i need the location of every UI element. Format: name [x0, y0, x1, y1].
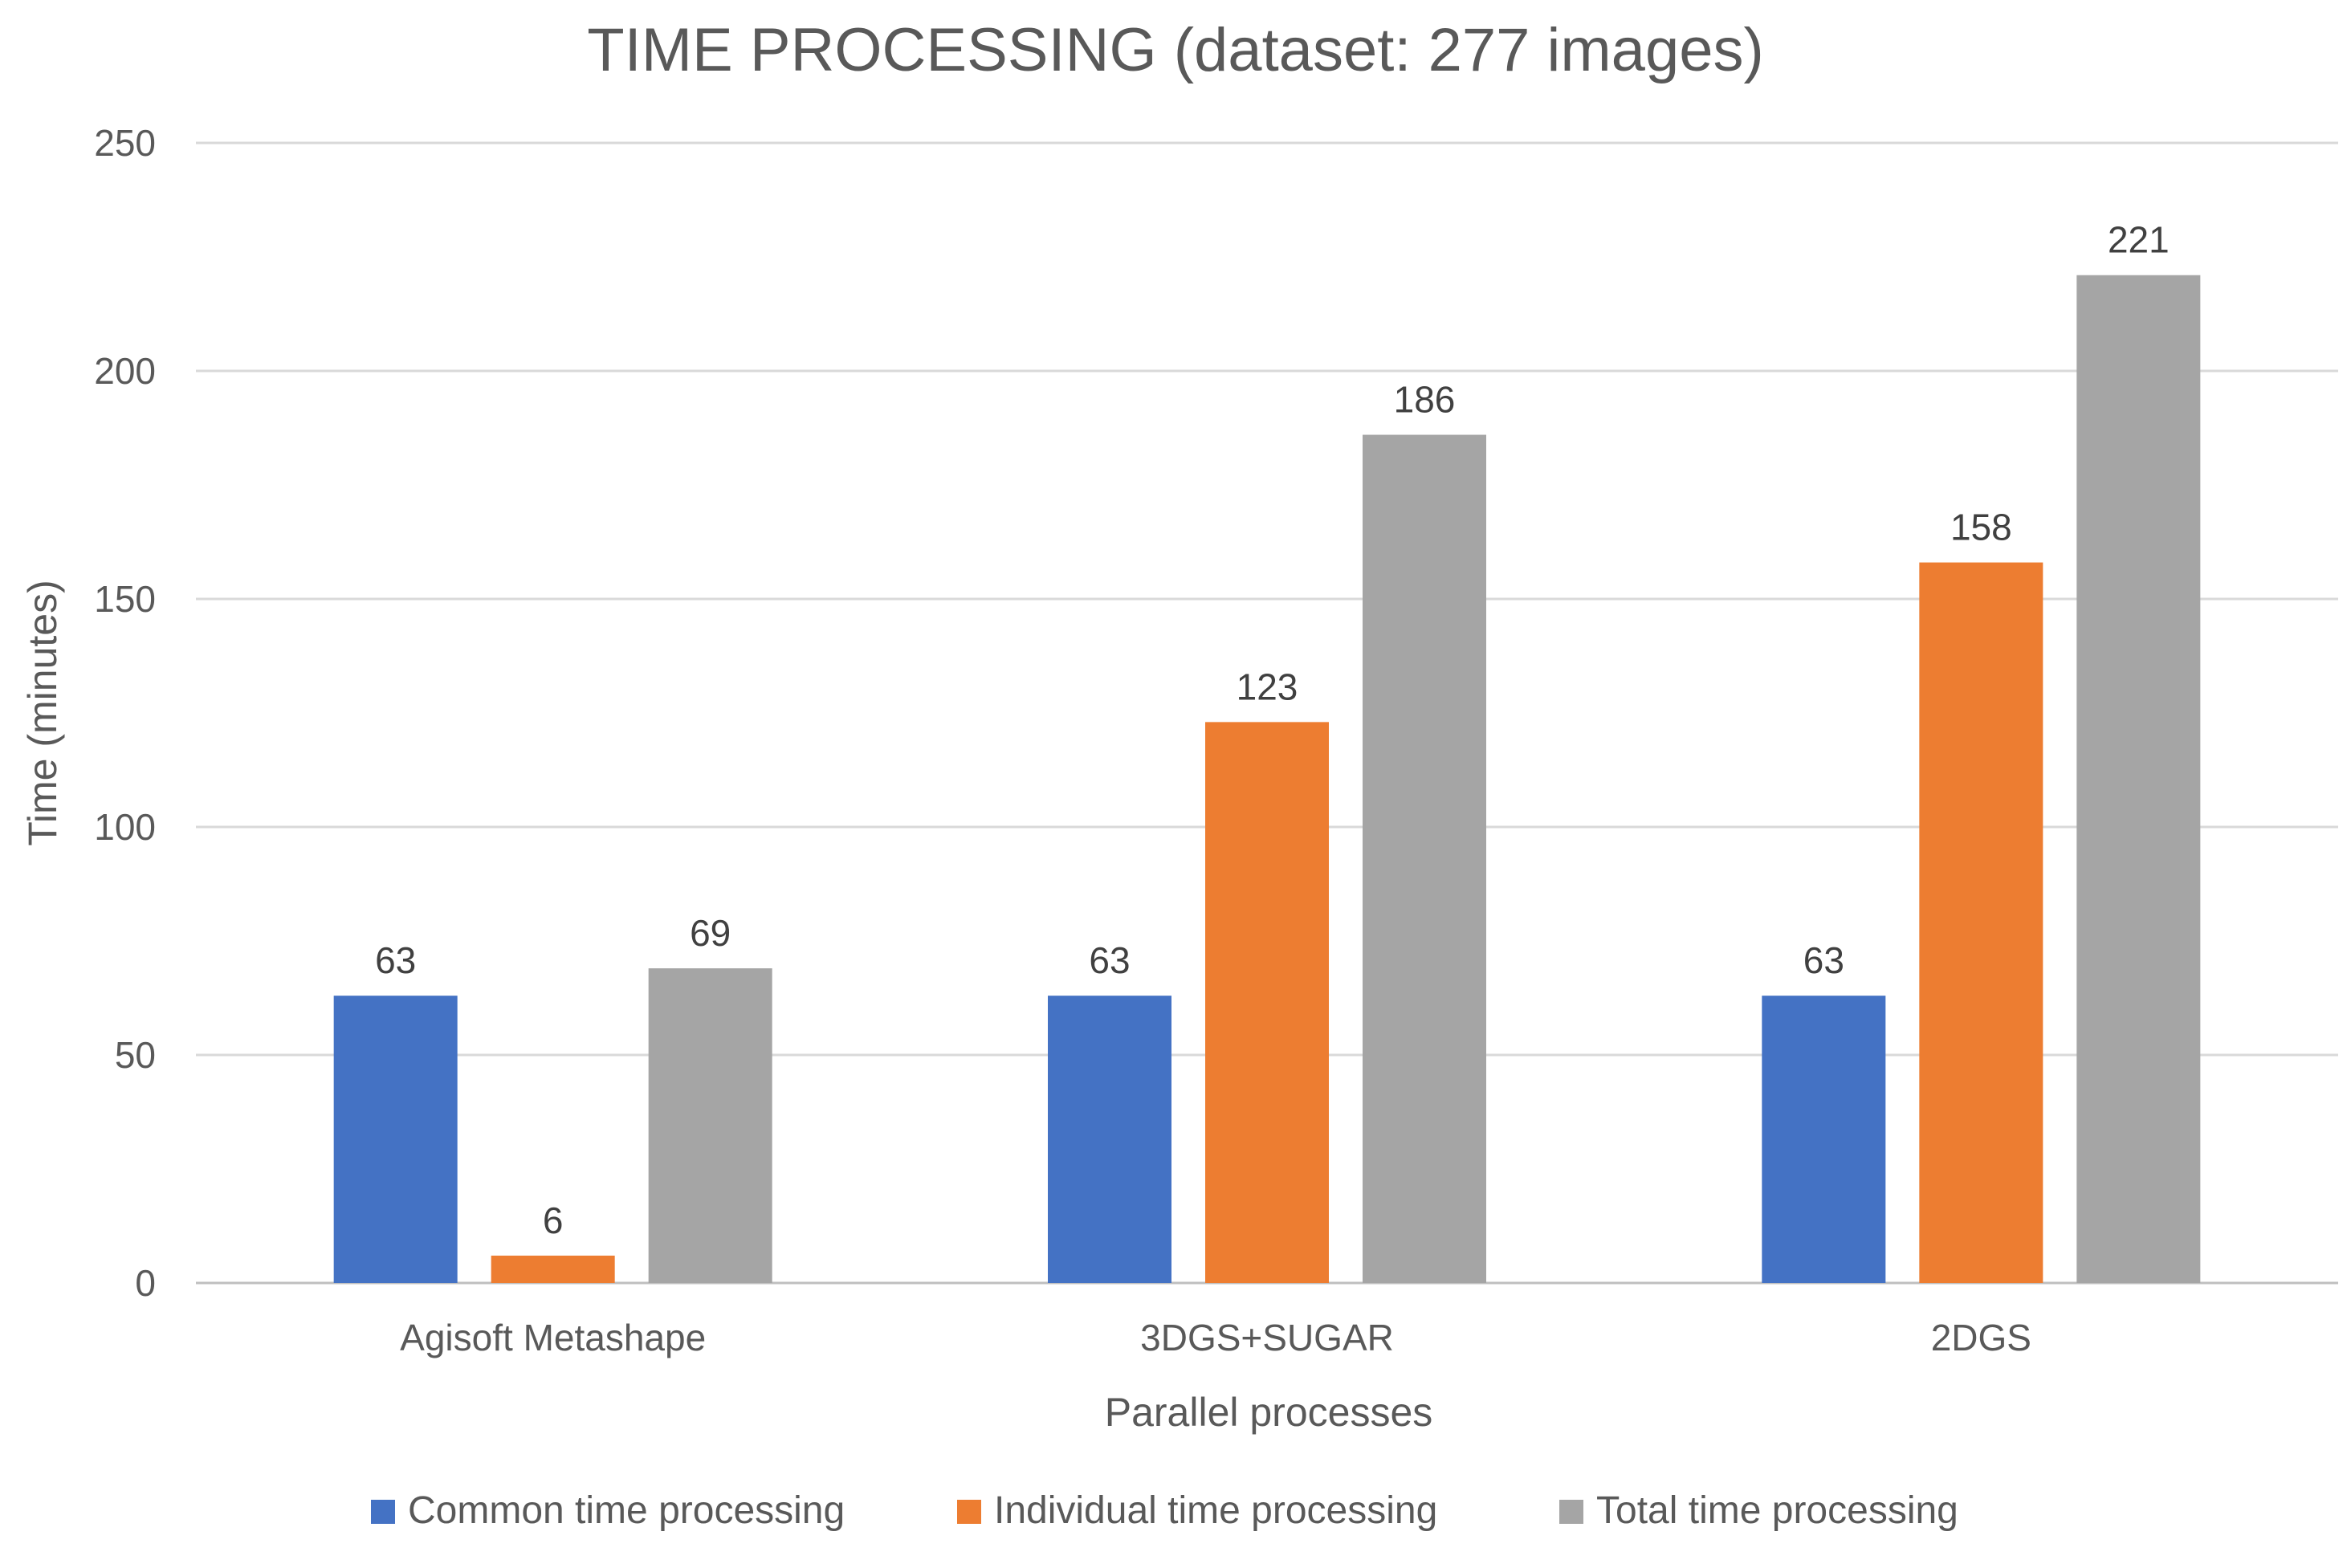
data-labels: 63 6 69 63 123 186 63 158 221	[375, 219, 2170, 1241]
data-label: 6	[543, 1199, 564, 1241]
data-label: 158	[1950, 507, 2012, 548]
bar-individual-0	[491, 1255, 615, 1283]
legend-item: Common time processing	[371, 1489, 845, 1532]
y-tick-label: 100	[94, 806, 156, 848]
y-tick-label: 200	[94, 350, 156, 392]
x-axis-title: Parallel processes	[1105, 1390, 1433, 1435]
x-category-label: 3DGS+SUGAR	[1140, 1317, 1394, 1358]
x-category-label: 2DGS	[1931, 1317, 2031, 1358]
y-tick-label: 0	[135, 1262, 156, 1304]
legend-label: Total time processing	[1596, 1489, 1958, 1532]
bar-total-1	[1363, 434, 1486, 1283]
bar-individual-2	[1919, 562, 2043, 1283]
bars	[333, 275, 2201, 1284]
y-axis-title: Time (minutes)	[20, 580, 65, 846]
legend-swatch	[957, 1500, 981, 1524]
y-tick-label: 150	[94, 578, 156, 620]
legend-label: Common time processing	[408, 1489, 845, 1532]
data-label: 221	[2108, 219, 2170, 261]
bar-total-2	[2076, 275, 2201, 1284]
y-axis-tick-labels: 0 50 100 150 200 250	[94, 122, 156, 1304]
data-label: 69	[690, 912, 731, 954]
bar-individual-1	[1205, 722, 1329, 1283]
bar-common-2	[1762, 996, 1886, 1283]
chart-title: TIME PROCESSING (dataset: 277 images)	[587, 16, 1764, 84]
data-label: 63	[375, 939, 416, 981]
y-tick-label: 250	[94, 122, 156, 164]
y-tick-label: 50	[115, 1034, 156, 1076]
data-label: 123	[1237, 666, 1298, 707]
legend-label: Individual time processing	[994, 1489, 1437, 1532]
data-label: 63	[1803, 939, 1844, 981]
legend-item: Total time processing	[1559, 1489, 1958, 1532]
bar-total-0	[648, 968, 772, 1283]
bar-common-1	[1048, 996, 1171, 1283]
legend-swatch	[371, 1500, 395, 1524]
data-label: 186	[1394, 379, 1456, 421]
data-label: 63	[1089, 939, 1130, 981]
legend-item: Individual time processing	[957, 1489, 1437, 1532]
x-category-label: Agisoft Metashape	[400, 1317, 706, 1358]
bar-common-0	[333, 996, 458, 1283]
legend: Common time processing Individual time pr…	[371, 1489, 1958, 1532]
x-axis-category-labels: Agisoft Metashape 3DGS+SUGAR 2DGS	[400, 1317, 2031, 1358]
legend-swatch	[1559, 1500, 1583, 1524]
